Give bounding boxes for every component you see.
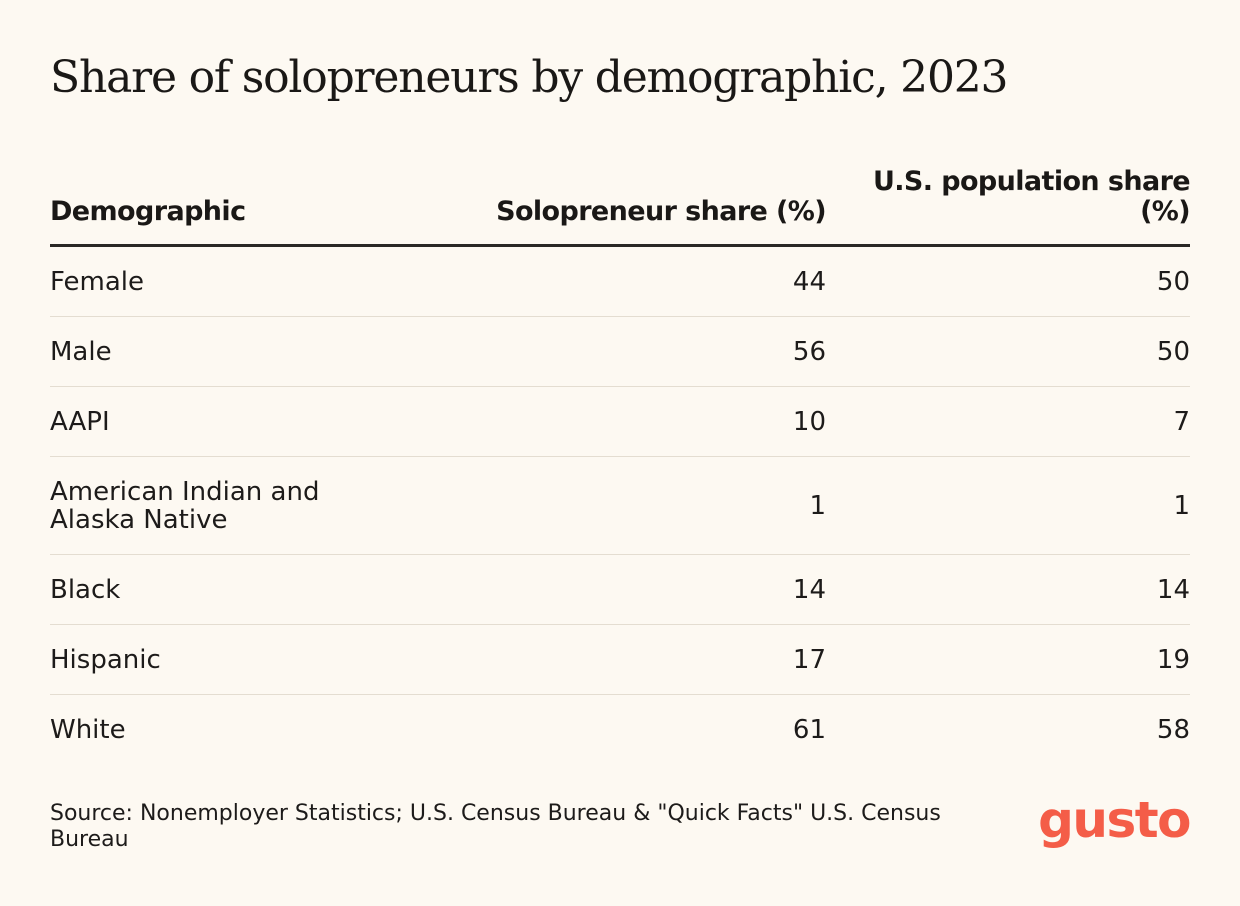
population-share-value: 7 <box>1173 406 1190 437</box>
demographic-label: Female <box>50 266 145 297</box>
column-header-solopreneur-share: Solopreneur share (%) <box>496 196 827 227</box>
solopreneur-share-value: 44 <box>792 266 826 297</box>
solopreneur-share-value: 56 <box>792 336 826 367</box>
table-row: Hispanic 17 19 <box>50 625 1190 695</box>
population-share-value: 14 <box>1156 574 1190 605</box>
population-share-value: 19 <box>1156 644 1190 675</box>
column-header-population-share: U.S. population share (%) <box>872 166 1191 227</box>
demographic-label: Male <box>50 336 112 367</box>
table-row: Black 14 14 <box>50 555 1190 625</box>
population-share-value: 58 <box>1156 714 1190 745</box>
data-table: Demographic Solopreneur share (%) U.S. p… <box>50 162 1191 764</box>
table-header-row: Demographic Solopreneur share (%) U.S. p… <box>50 162 1191 247</box>
chart-title: Share of solopreneurs by demographic, 20… <box>50 52 1009 103</box>
demographic-label: Hispanic <box>50 644 161 675</box>
demographic-label: AAPI <box>50 406 110 437</box>
demographic-label: White <box>50 714 126 745</box>
solopreneur-share-value: 14 <box>792 574 826 605</box>
solopreneur-share-value: 61 <box>792 714 826 745</box>
table-row: Female 44 50 <box>50 247 1190 317</box>
gusto-logo: gusto <box>1038 791 1191 849</box>
demographic-label: Black <box>50 574 121 605</box>
table-row: White 61 58 <box>50 695 1190 764</box>
population-share-value: 50 <box>1156 336 1190 367</box>
source-note: Source: Nonemployer Statistics; U.S. Cen… <box>50 801 941 852</box>
solopreneur-share-value: 17 <box>792 644 826 675</box>
demographic-label: American Indian and Alaska Native <box>50 476 320 535</box>
solopreneur-share-value: 10 <box>792 406 826 437</box>
table-row: Male 56 50 <box>50 317 1190 387</box>
table-row: AAPI 10 7 <box>50 387 1190 457</box>
solopreneur-share-value: 1 <box>809 490 826 521</box>
population-share-value: 50 <box>1156 266 1190 297</box>
column-header-demographic: Demographic <box>50 196 246 227</box>
population-share-value: 1 <box>1173 490 1190 521</box>
table-row: American Indian and Alaska Native 1 1 <box>50 457 1190 555</box>
